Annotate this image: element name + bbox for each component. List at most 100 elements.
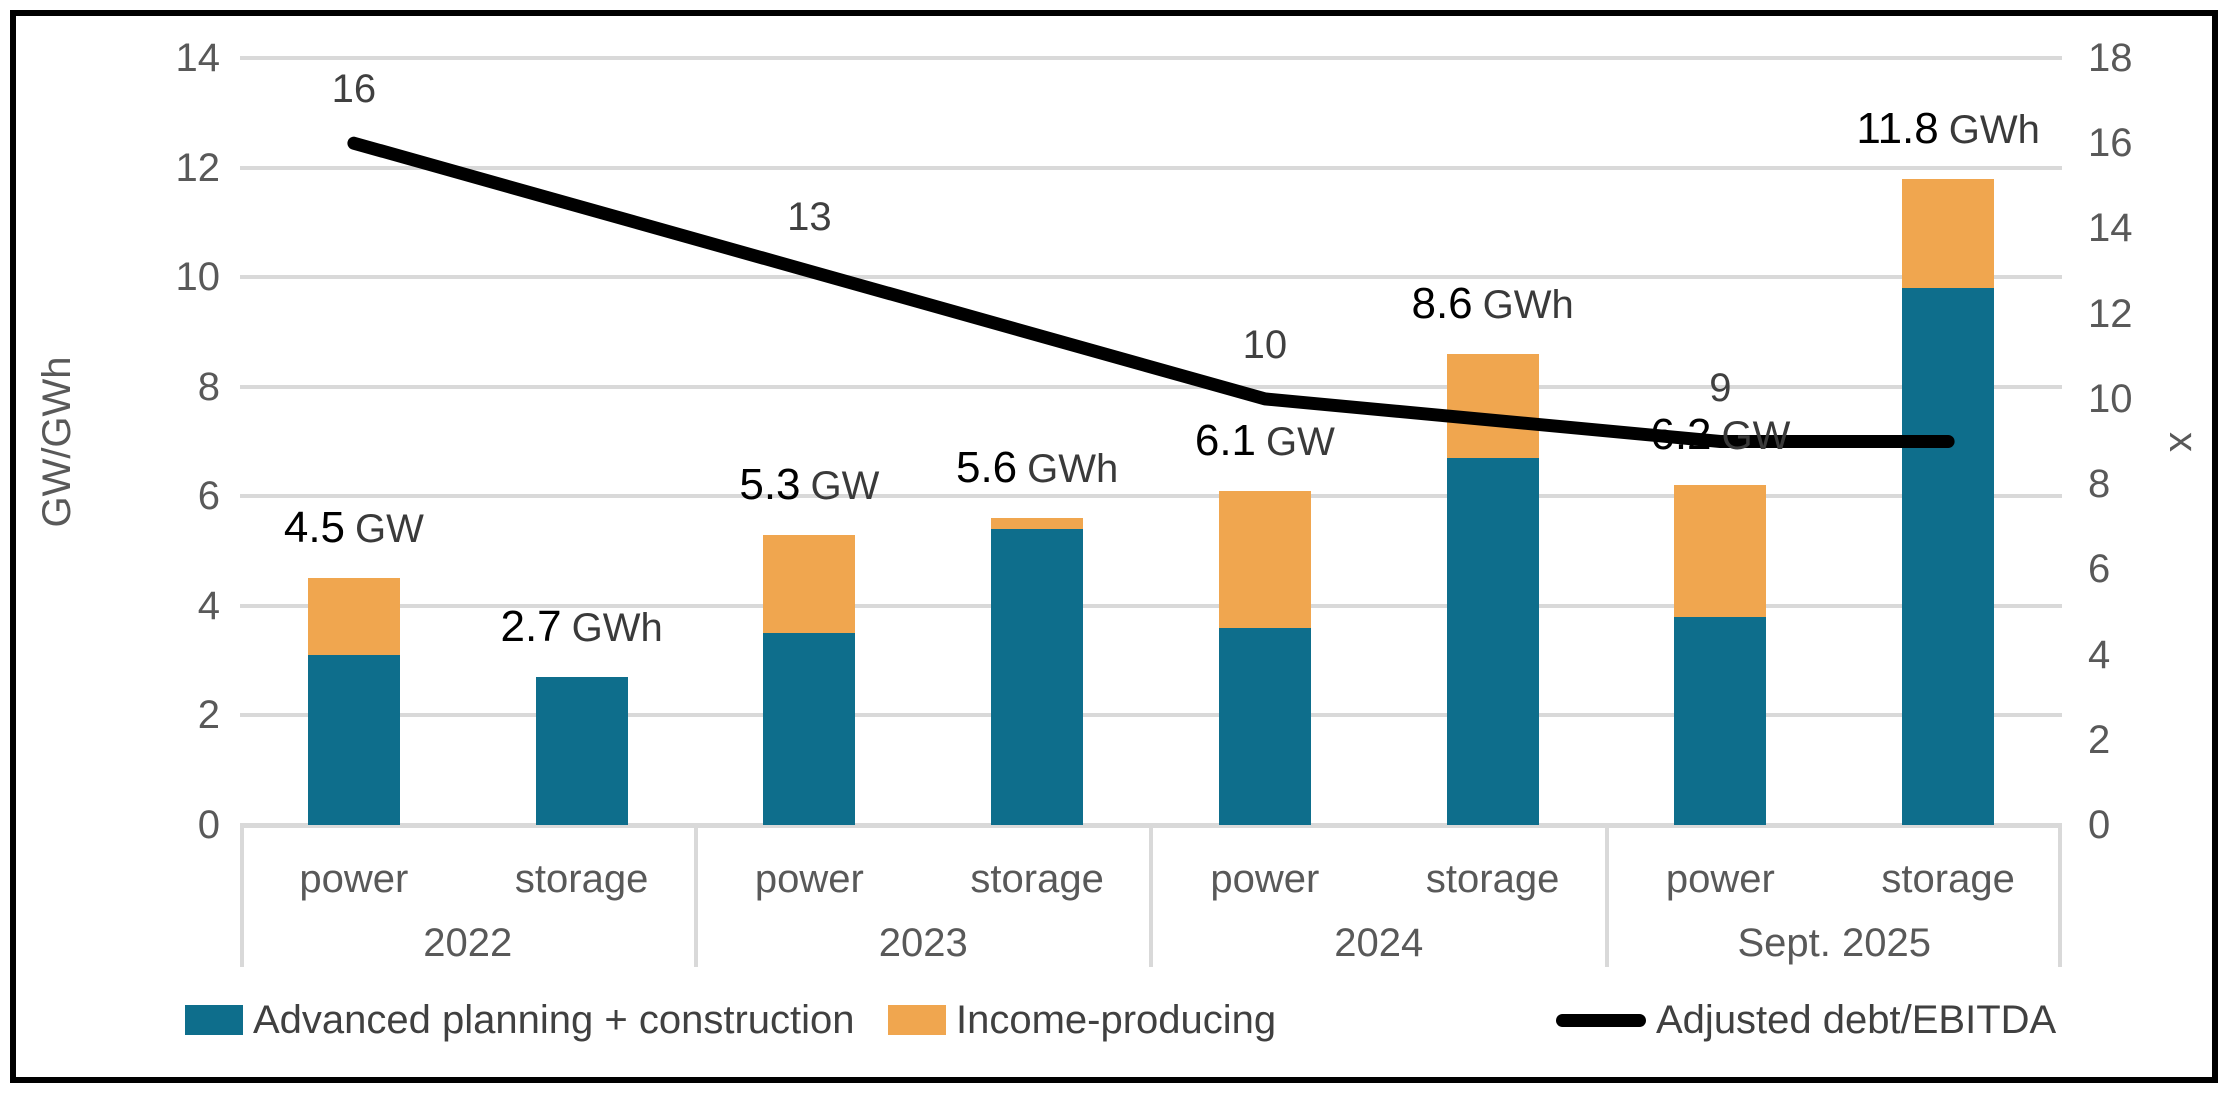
category-label-storage: storage <box>514 857 649 901</box>
black-line-swatch-icon <box>1556 1013 1646 1027</box>
y-axis-left-tick: 0 <box>197 803 220 847</box>
bar-value-label: 8.6 GWh <box>1323 278 1663 328</box>
x-axis-line <box>240 822 2062 828</box>
legend-label: Income-producing <box>956 997 1277 1042</box>
y-axis-right-tick: 0 <box>2088 803 2111 847</box>
debt-ebitda-polyline <box>347 136 1955 448</box>
category-divider <box>1604 827 1609 967</box>
bar-value-unit: GW <box>810 463 880 508</box>
category-divider <box>2058 827 2062 967</box>
bar-segment-income-2023-storage <box>991 518 1084 530</box>
year-label-2024: 2024 <box>1334 921 1424 965</box>
bar-value-unit: GW <box>1721 414 1791 459</box>
bar-value-unit: GW <box>1266 419 1335 464</box>
category-label-power: power <box>1210 857 1320 901</box>
bar-segment-income-2022-power <box>307 578 400 656</box>
category-label-power: power <box>754 857 864 901</box>
y-axis-right-tick: 16 <box>2088 121 2133 166</box>
legend-item-adjusted-debt-ebitda: Adjusted debt/EBITDA <box>1556 998 2056 1042</box>
bar-value-label: 5.3 GW <box>639 459 979 509</box>
bar-value-label: 6.2 GW <box>1550 410 1890 460</box>
bar-segment-advanced-2024-power <box>1218 627 1311 825</box>
y-axis-right-tick: 10 <box>2088 376 2133 421</box>
category-label-power: power <box>1665 857 1775 901</box>
bar-segment-advanced-2023-power <box>763 633 856 825</box>
y-axis-right-tick: 8 <box>2088 462 2111 507</box>
bar-segment-income-2024-power <box>1218 490 1311 628</box>
y-axis-left-tick: 14 <box>175 36 221 80</box>
y-axis-right-tick: 6 <box>2088 547 2111 592</box>
legend-label: Adjusted debt/EBITDA <box>1656 997 2057 1042</box>
bar-segment-advanced-2023-storage <box>991 529 1084 825</box>
bar-value-label: 2.7 GWh <box>412 602 752 652</box>
y-axis-left-tick: 6 <box>197 474 220 519</box>
bar-value-number: 5.3 <box>739 459 801 509</box>
gridline <box>240 494 2062 499</box>
category-label-storage: storage <box>1425 857 1560 901</box>
bar-value-number: 4.5 <box>283 503 346 553</box>
category-divider <box>1149 827 1153 967</box>
plot-area <box>240 56 2062 828</box>
bar-value-number: 6.1 <box>1194 415 1257 465</box>
y-axis-left-tick: 2 <box>197 693 220 738</box>
y-axis-right-tick: 12 <box>2088 291 2133 336</box>
debt-ebitda-line <box>347 136 1955 448</box>
bar-segment-income-2024-storage <box>1446 353 1539 458</box>
bar-value-number: 5.6 <box>955 443 1018 493</box>
bar-segment-advanced-2022-storage <box>535 677 628 825</box>
gridline <box>240 384 2062 389</box>
y-axis-right-tick: 2 <box>2088 717 2111 762</box>
y-axis-left-tick: 8 <box>197 364 220 409</box>
legend-item-income-producing: Income-producing <box>888 998 1276 1042</box>
bar-value-number: 6.2 <box>1650 410 1712 460</box>
gridline <box>240 275 2062 280</box>
year-label-2022: 2022 <box>423 921 513 965</box>
y-axis-right-title: x <box>2161 432 2205 452</box>
category-label-power: power <box>299 857 409 901</box>
bar-value-label: 6.1 GW <box>1095 415 1435 465</box>
category-label-storage: storage <box>970 857 1104 901</box>
y-axis-left-title: GW/GWh <box>35 356 79 528</box>
legend-label: Advanced planning + construction <box>253 997 855 1042</box>
bar-value-number: 2.7 <box>500 602 562 652</box>
y-axis-left-tick: 12 <box>175 145 221 190</box>
bar-value-unit: GWh <box>1948 107 2040 152</box>
year-label-Sept. 2025: Sept. 2025 <box>1737 921 1932 965</box>
category-divider <box>240 827 244 967</box>
orange-swatch-icon <box>888 1005 946 1035</box>
y-axis-right-tick: 14 <box>2088 206 2133 251</box>
gridline <box>240 165 2062 170</box>
year-label-2023: 2023 <box>878 921 968 965</box>
bar-segment-advanced-Sept. 2025-storage <box>1902 288 1995 825</box>
bar-value-unit: GWh <box>1027 447 1119 492</box>
bar-value-unit: GWh <box>1482 282 1574 327</box>
category-label-storage: storage <box>1881 857 2015 901</box>
bar-segment-advanced-2024-storage <box>1446 457 1539 825</box>
gridline <box>240 56 2062 60</box>
legend-item-advanced-planning: Advanced planning + construction <box>185 998 855 1042</box>
bar-segment-income-Sept. 2025-power <box>1674 485 1767 617</box>
y-axis-left-tick: 10 <box>175 255 221 300</box>
teal-swatch-icon <box>185 1005 243 1035</box>
category-divider <box>693 827 698 967</box>
bar-segment-income-Sept. 2025-storage <box>1902 178 1995 289</box>
bar-value-unit: GW <box>355 507 424 552</box>
y-axis-left-tick: 4 <box>197 583 220 628</box>
bar-segment-advanced-Sept. 2025-power <box>1674 616 1767 825</box>
gridline <box>240 713 2062 718</box>
bar-value-label: 5.6 GWh <box>867 443 1207 493</box>
category-axis: power storage 2022 power storage 2023 power sto… <box>240 825 2062 970</box>
bar-value-number: 8.6 <box>1411 278 1473 328</box>
gridline <box>240 603 2062 608</box>
line-value-label: 10 <box>1242 322 1288 367</box>
bar-value-label: 4.5 GW <box>184 503 524 553</box>
bar-segment-income-2023-power <box>763 534 856 634</box>
bar-value-unit: GWh <box>571 606 663 651</box>
bar-segment-advanced-2022-power <box>307 655 400 825</box>
line-value-label: 16 <box>331 67 377 112</box>
bar-value-label: 11.8 GWh <box>1778 103 2118 153</box>
y-axis-right-tick: 18 <box>2088 36 2133 80</box>
line-value-label: 9 <box>1709 365 1732 410</box>
bar-value-number: 11.8 <box>1856 103 1939 153</box>
